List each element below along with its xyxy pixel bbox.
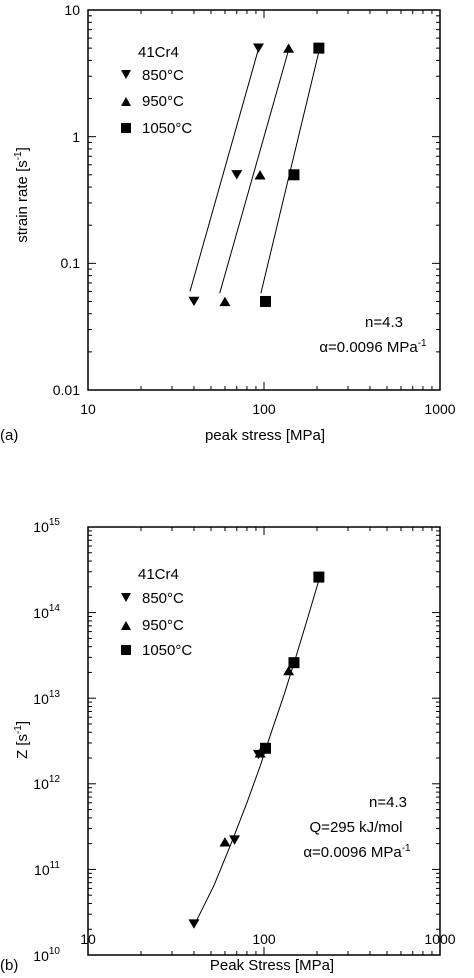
chart-b-legend-label-1050: 1050°C xyxy=(142,642,192,659)
chart-b-legend-label-850: 850°C xyxy=(142,590,184,607)
chart-a-ylabel-close: ] xyxy=(14,147,31,151)
chart-a-point-s2-0 xyxy=(260,295,272,307)
chart-a-panel-label: (a) xyxy=(0,427,18,444)
chart-a-point-s0-0 xyxy=(188,296,200,307)
chart-a-xlabel: peak stress [MPa] xyxy=(205,427,325,444)
chart-a-legend-marker-950 xyxy=(121,97,131,106)
chart-b-ylabel: Z [s-1] xyxy=(13,721,31,759)
chart-b-ytick-label-0-base: 10 xyxy=(33,948,49,964)
chart-b-ytick-label-2-exp: 12 xyxy=(49,774,61,785)
chart-b-ticks xyxy=(87,526,441,956)
chart-b-legend-label-950: 950°C xyxy=(142,617,184,634)
chart-a-point-s1-1 xyxy=(254,170,266,180)
chart-a-ytick-label-2: 1 xyxy=(72,129,80,145)
chart-a-ytick-label-0: 0.01 xyxy=(53,382,80,398)
chart-b-ylabel-close: ] xyxy=(14,721,31,725)
chart-a-ylabel: strain rate [s-1] xyxy=(13,147,31,243)
chart-b-ylabel-exp: -1 xyxy=(13,725,24,734)
chart-b-data-points xyxy=(188,571,325,929)
chart-a-ticks xyxy=(87,9,441,391)
chart-a-legend-marker-850 xyxy=(121,70,131,79)
chart-b-panel-label: (b) xyxy=(0,957,18,974)
chart-a-point-s0-1 xyxy=(231,170,243,180)
chart-a-annotation-alpha-exp: -1 xyxy=(418,338,427,349)
chart-b-legend-marker-950 xyxy=(121,621,131,630)
chart-b-ytick-label-1-base: 10 xyxy=(34,862,50,878)
chart-a-ylabel-exp: -1 xyxy=(13,151,24,160)
chart-b-ytick-label-3-base: 10 xyxy=(33,691,49,707)
chart-a-legend-label-850: 850°C xyxy=(142,67,184,84)
chart-b-xtick-label-2: 1000 xyxy=(424,931,455,947)
chart-b-annotation-alpha: α=0.0096 MPa-1 xyxy=(303,843,411,861)
chart-b-xtick-label-0: 10 xyxy=(80,931,96,947)
chart-b-ytick-label-4-exp: 14 xyxy=(49,603,61,614)
chart-a-point-s0-2 xyxy=(252,43,264,53)
chart-b: 1010 1011 1012 1013 1014 1015 10 100 100… xyxy=(0,517,456,974)
chart-a-fit-line-1 xyxy=(219,45,291,294)
chart-a-xtick-label-1: 100 xyxy=(252,401,276,417)
chart-a-fit-lines xyxy=(189,45,321,294)
chart-a-legend-title: 41Cr4 xyxy=(138,44,179,61)
chart-b-ytick-label-4: 1014 xyxy=(33,603,60,621)
chart-b-point-s1-2 xyxy=(283,665,295,676)
chart-b-point-s0-1 xyxy=(229,835,241,845)
chart-a-point-s2-2 xyxy=(313,42,325,54)
chart-a-plot-frame xyxy=(87,9,441,391)
chart-a-legend-label-1050: 1050°C xyxy=(142,120,192,137)
chart-a-xtick-label-0: 10 xyxy=(80,401,96,417)
chart-a-legend-marker-1050 xyxy=(121,123,131,133)
chart-a-ylabel-main: strain rate [s xyxy=(14,160,31,243)
chart-b-point-s1-0 xyxy=(219,837,231,847)
chart-a-annotation-n: n=4.3 xyxy=(365,314,403,331)
chart-b-ytick-label-0: 1010 xyxy=(33,946,60,964)
chart-b-legend-marker-1050 xyxy=(121,645,131,655)
chart-b-ytick-label-1: 1011 xyxy=(34,860,60,878)
chart-b-ytick-label-4-base: 10 xyxy=(33,605,49,621)
chart-b-ytick-label-0-exp: 10 xyxy=(49,946,61,957)
chart-b-ytick-label-3: 1013 xyxy=(33,689,60,707)
chart-a: 0.01 0.1 1 10 10 100 1000 (a) peak stres… xyxy=(0,2,456,444)
chart-a-ytick-label-3: 10 xyxy=(64,2,80,18)
chart-b-ylabel-main: Z [s xyxy=(14,734,31,759)
chart-b-annotation-alpha-text: α=0.0096 MPa xyxy=(303,844,402,861)
chart-b-legend-title: 41Cr4 xyxy=(138,566,179,583)
chart-b-annotation-alpha-exp: -1 xyxy=(402,843,411,854)
chart-b-ytick-label-2: 1012 xyxy=(33,774,60,792)
chart-b-legend-marker-850 xyxy=(121,593,131,602)
chart-b-point-s2-2 xyxy=(313,571,325,583)
chart-b-xtick-label-1: 100 xyxy=(252,931,276,947)
chart-b-annotation-q: Q=295 kJ/mol xyxy=(310,819,403,836)
chart-b-xlabel: Peak Stress [MPa] xyxy=(210,957,334,974)
chart-b-point-s2-1 xyxy=(288,657,300,669)
chart-b-point-s2-0 xyxy=(260,742,272,754)
chart-b-point-s0-0 xyxy=(188,919,200,929)
chart-a-annotation-alpha: α=0.0096 MPa-1 xyxy=(319,338,427,356)
chart-b-ytick-label-3-exp: 13 xyxy=(49,689,61,700)
chart-a-annotation-alpha-text: α=0.0096 MPa xyxy=(319,339,418,356)
chart-b-annotation-n: n=4.3 xyxy=(369,794,407,811)
chart-b-ytick-label-2-base: 10 xyxy=(33,776,49,792)
chart-a-point-s2-1 xyxy=(288,169,300,181)
chart-a-legend-label-950: 950°C xyxy=(142,93,184,110)
chart-b-ytick-label-1-exp: 11 xyxy=(50,860,61,871)
chart-a-fit-line-0 xyxy=(189,45,260,292)
chart-b-ytick-label-5-exp: 15 xyxy=(49,517,61,528)
chart-a-xtick-label-2: 1000 xyxy=(424,401,455,417)
chart-a-point-s1-2 xyxy=(283,43,295,53)
chart-b-ytick-label-5: 1015 xyxy=(33,517,60,535)
chart-a-ytick-label-1: 0.1 xyxy=(61,255,81,271)
chart-a-data-points xyxy=(188,42,325,307)
chart-a-point-s1-0 xyxy=(219,296,231,307)
chart-b-ytick-label-5-base: 10 xyxy=(33,519,49,535)
chart-b-plot-frame xyxy=(87,526,441,956)
